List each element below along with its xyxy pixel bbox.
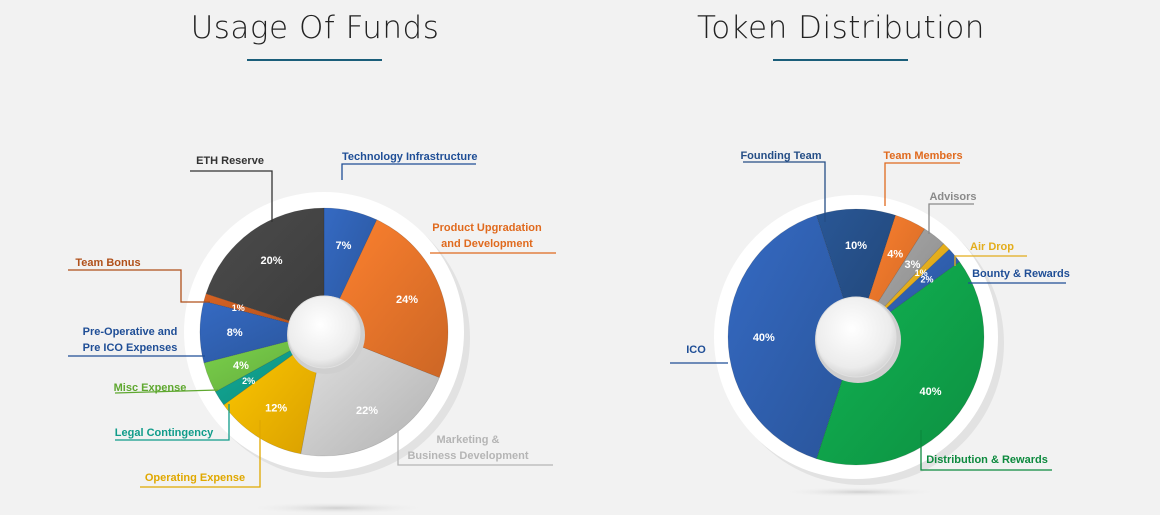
usage-pct-technology-infrastructure: 7% — [336, 240, 352, 252]
token-label-founding-team: Founding Team — [740, 150, 821, 162]
usage-slice-pre-operative-and-pre-ico-expenses — [199, 300, 325, 364]
usage-leader-team-bonus — [68, 269, 210, 303]
usage-leader-marketing-business-development — [397, 430, 553, 466]
token-label-air-drop: Air Drop — [970, 241, 1014, 253]
usage-label-team-bonus: Team Bonus — [75, 257, 140, 269]
usage-leader-operating-expense — [140, 420, 261, 488]
usage-leader-eth-reserve — [190, 170, 273, 222]
usage-pct-product-upgradation-and-development: 24% — [396, 294, 418, 306]
usage-title-underline — [247, 59, 382, 61]
token-slice-distribution-rewards — [816, 261, 985, 466]
token-pct-team-members: 4% — [887, 249, 903, 261]
usage-pct-eth-reserve: 20% — [261, 255, 283, 267]
token-leader-founding-team — [743, 161, 826, 222]
token-label-advisors: Advisors — [929, 191, 976, 203]
usage-hub — [287, 295, 361, 369]
usage-label-legal-contingency: Legal Contingency — [115, 427, 214, 439]
token-floor-shadow — [780, 487, 940, 497]
token-label-team-members: Team Members — [883, 150, 962, 162]
usage-leader-technology-infrastructure — [341, 163, 476, 180]
usage-leader-legal-contingency — [115, 404, 230, 441]
token-leader-distribution-rewards — [920, 430, 1052, 471]
token-pct-ico: 40% — [753, 332, 775, 344]
usage-pct-legal-contingency: 2% — [242, 376, 255, 386]
usage-label-product-upgradation-and-development: Product Upgradation and Development — [432, 222, 542, 250]
token-distribution-title: Token Distribution — [697, 10, 985, 46]
token-leader-air-drop — [954, 255, 1027, 266]
token-leader-advisors — [928, 203, 974, 234]
usage-pct-pre-operative-and-pre-ico-expenses: 8% — [227, 327, 243, 339]
usage-pct-team-bonus: 1% — [232, 303, 245, 313]
usage-leader-misc-expense — [114, 389, 219, 394]
usage-label-eth-reserve: ETH Reserve — [196, 155, 264, 167]
usage-of-funds-title: Usage Of Funds — [190, 10, 440, 46]
usage-pct-operating-expense: 12% — [265, 402, 287, 414]
token-label-ico: ICO — [686, 344, 706, 356]
usage-label-pre-operative-and-pre-ico-expenses: Pre-Operative and Pre ICO Expenses — [83, 326, 178, 354]
usage-pct-misc-expense: 4% — [233, 360, 249, 372]
token-label-distribution-rewards: Distribution & Rewards — [926, 454, 1048, 466]
token-title-underline — [773, 59, 908, 61]
token-label-bounty-rewards: Bounty & Rewards — [972, 268, 1070, 280]
token-slice-ico — [727, 214, 857, 460]
usage-label-misc-expense: Misc Expense — [114, 382, 187, 394]
usage-label-marketing-business-development: Marketing & Business Development — [407, 434, 528, 462]
token-pct-air-drop: 1% — [915, 268, 928, 278]
token-pct-distribution-rewards: 40% — [920, 386, 942, 398]
usage-label-operating-expense: Operating Expense — [145, 472, 245, 484]
token-pct-bounty-rewards: 2% — [921, 274, 934, 284]
token-slice-founding-team — [816, 208, 896, 338]
usage-floor-shadow — [245, 502, 429, 514]
usage-label-technology-infrastructure: Technology Infrastructure — [342, 151, 477, 163]
token-hub — [815, 296, 897, 378]
usage-pct-marketing-business-development: 22% — [356, 405, 378, 417]
token-leader-team-members — [884, 162, 960, 206]
token-pct-founding-team: 10% — [845, 240, 867, 252]
token-pct-advisors: 3% — [905, 259, 921, 271]
usage-slice-eth-reserve — [205, 207, 325, 333]
